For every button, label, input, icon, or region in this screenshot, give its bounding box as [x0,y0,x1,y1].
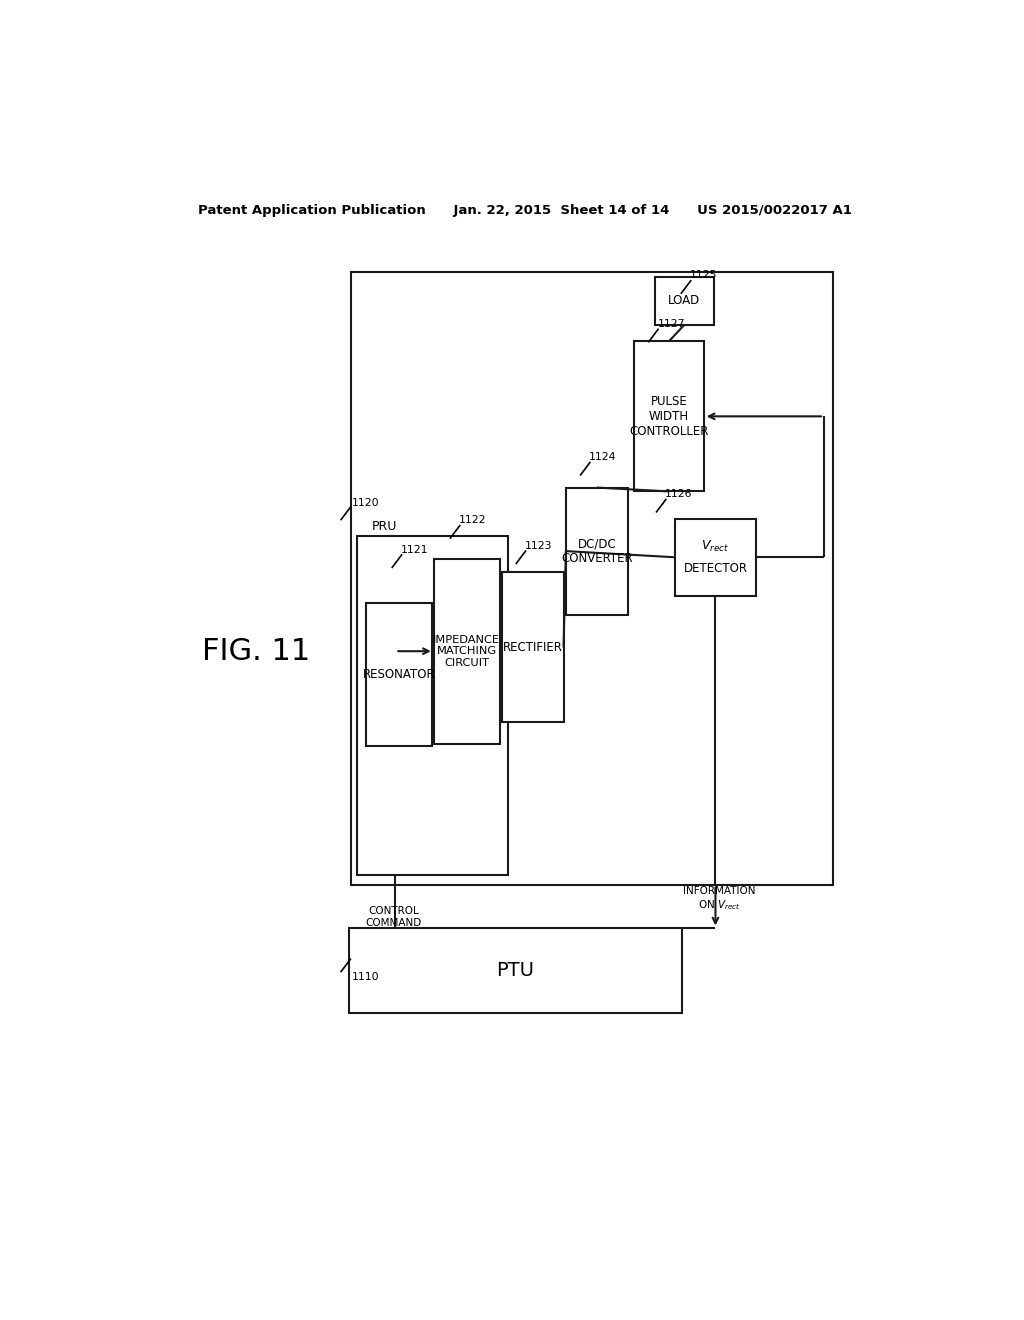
Text: RECTIFIER: RECTIFIER [503,640,562,653]
Bar [434,558,500,743]
Text: PTU: PTU [497,961,535,981]
Text: 1125: 1125 [690,271,718,280]
Bar [566,487,628,615]
Bar [634,342,703,491]
Bar [367,603,432,746]
Text: PRU: PRU [372,520,397,533]
Text: PULSE
WIDTH
CONTROLLER: PULSE WIDTH CONTROLLER [630,395,709,438]
Bar [349,928,682,1014]
Text: 1127: 1127 [657,319,685,329]
Text: LOAD: LOAD [669,294,700,308]
Bar [356,536,508,874]
Text: Patent Application Publication      Jan. 22, 2015  Sheet 14 of 14      US 2015/0: Patent Application Publication Jan. 22, … [198,205,852,218]
Bar [351,272,834,884]
Text: 1110: 1110 [352,972,380,982]
Text: CONTROL
COMMAND: CONTROL COMMAND [366,906,422,928]
Text: 1120: 1120 [352,499,380,508]
Bar [655,277,714,325]
Text: $V_{rect}$: $V_{rect}$ [701,539,729,554]
Text: FIG. 11: FIG. 11 [202,636,310,665]
Text: 1124: 1124 [589,453,616,462]
Text: 1122: 1122 [459,515,486,525]
Text: INFORMATION
ON $V_{rect}$: INFORMATION ON $V_{rect}$ [683,886,756,912]
Text: 1123: 1123 [524,541,552,550]
Text: DC/DC
CONVERTER: DC/DC CONVERTER [561,537,633,565]
Bar [675,519,756,595]
Bar [502,573,563,722]
Text: IMPEDANCE
MATCHING
CIRCUIT: IMPEDANCE MATCHING CIRCUIT [433,635,500,668]
Text: DETECTOR: DETECTOR [683,561,748,574]
Text: 1121: 1121 [400,545,428,554]
Text: 1126: 1126 [665,490,692,499]
Text: RESONATOR: RESONATOR [362,668,435,681]
